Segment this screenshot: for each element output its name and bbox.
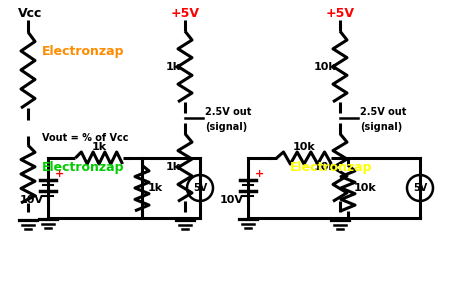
Text: +: +: [55, 169, 64, 179]
Text: 10V: 10V: [220, 195, 244, 205]
Text: +: +: [255, 169, 264, 179]
Text: 10V: 10V: [20, 195, 44, 205]
Text: Vout = % of Vcc: Vout = % of Vcc: [42, 133, 128, 143]
Text: Electronzap: Electronzap: [42, 46, 124, 58]
Text: 1k: 1k: [166, 162, 181, 173]
Text: +5V: +5V: [170, 7, 200, 20]
Text: (signal): (signal): [360, 122, 402, 132]
Text: 10k: 10k: [292, 142, 316, 152]
Text: Electronzap: Electronzap: [290, 162, 372, 175]
Text: 10k: 10k: [313, 162, 336, 173]
Text: 2.5V out: 2.5V out: [360, 107, 407, 117]
Text: 1k: 1k: [91, 142, 107, 152]
Text: 10k: 10k: [354, 183, 377, 193]
Text: 5V: 5V: [193, 183, 207, 193]
Text: 1k: 1k: [148, 183, 163, 193]
Text: Vcc: Vcc: [18, 7, 43, 20]
Text: +5V: +5V: [326, 7, 354, 20]
Text: 1k: 1k: [166, 62, 181, 71]
Text: 2.5V out: 2.5V out: [205, 107, 251, 117]
Text: 10k: 10k: [313, 62, 336, 71]
Text: 5V: 5V: [413, 183, 427, 193]
Text: Electronzap: Electronzap: [42, 162, 124, 175]
Text: (signal): (signal): [205, 122, 247, 132]
